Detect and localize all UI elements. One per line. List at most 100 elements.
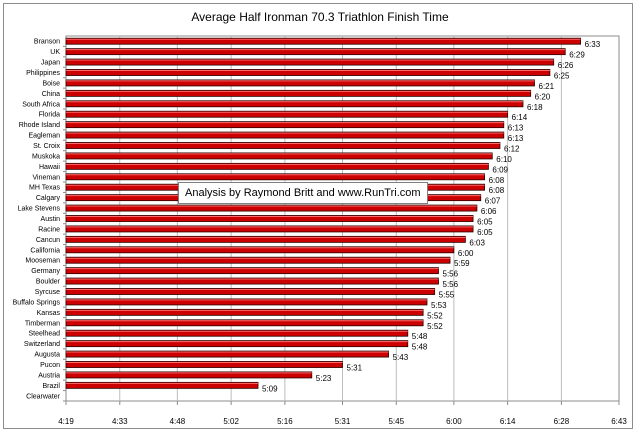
- bar: [65, 69, 551, 76]
- value-label: 5:56: [443, 270, 459, 279]
- category-label: Clearwater: [26, 393, 61, 400]
- value-label: 6:08: [489, 176, 505, 185]
- bar: [65, 288, 436, 295]
- category-label: South Africa: [22, 101, 60, 108]
- value-label: 6:00: [458, 249, 474, 258]
- bar: [65, 162, 489, 170]
- category-label: Hawaii: [39, 164, 60, 171]
- bar: [65, 235, 466, 243]
- category-label: St. Croix: [33, 143, 60, 150]
- value-label: 5:52: [427, 311, 443, 320]
- bar: [65, 142, 501, 149]
- bar: [65, 89, 532, 97]
- bar: [65, 329, 409, 337]
- value-label: 6:10: [496, 155, 512, 164]
- category-label: Switzerland: [24, 341, 60, 348]
- bar: [65, 350, 389, 358]
- value-label: 6:09: [492, 165, 508, 174]
- x-tick-label: 4:19: [58, 417, 74, 426]
- category-label: Japan: [41, 60, 60, 67]
- value-label: 6:29: [569, 51, 585, 60]
- category-label: Germany: [31, 268, 60, 275]
- value-label: 5:48: [412, 343, 428, 352]
- value-label: 5:59: [454, 259, 470, 268]
- bar: [65, 152, 493, 160]
- bar: [65, 100, 524, 108]
- category-label: MH Texas: [29, 185, 60, 192]
- bar: [65, 121, 505, 129]
- value-label: 6:05: [477, 218, 493, 227]
- value-label: 5:52: [427, 322, 443, 331]
- bar: [65, 381, 259, 389]
- value-label: 6:06: [481, 207, 497, 216]
- value-label: 6:33: [585, 40, 601, 49]
- bar: [65, 37, 581, 45]
- bar: [65, 361, 343, 368]
- category-label: Branson: [34, 39, 60, 46]
- value-label: 6:05: [477, 228, 493, 237]
- category-label: Muskoka: [32, 153, 60, 160]
- category-label: California: [30, 247, 60, 254]
- bar: [65, 110, 509, 118]
- x-tick-label: 4:33: [112, 417, 128, 426]
- bar: [65, 204, 478, 212]
- bar: [65, 308, 424, 316]
- value-label: 5:53: [431, 301, 447, 310]
- value-label: 6:21: [539, 82, 555, 91]
- value-label: 6:13: [508, 134, 524, 143]
- bar: [65, 48, 566, 56]
- bar: [65, 371, 313, 379]
- value-label: 6:20: [535, 92, 551, 101]
- category-label: Augusta: [34, 352, 60, 359]
- value-label: 5:48: [412, 332, 428, 341]
- x-tick-label: 5:16: [277, 417, 293, 426]
- category-label: Kansas: [37, 310, 61, 317]
- category-label: UK: [50, 49, 60, 56]
- bar: [65, 277, 439, 285]
- bar: [65, 58, 555, 66]
- bar: [65, 173, 485, 181]
- bar: [65, 246, 455, 254]
- x-tick-label: 6:14: [500, 417, 516, 426]
- category-label: Steelhead: [28, 331, 60, 338]
- bar: [65, 131, 505, 139]
- value-label: 6:25: [554, 72, 570, 81]
- value-label: 6:18: [527, 103, 543, 112]
- category-label: Mooseman: [25, 258, 60, 265]
- category-label: Austin: [41, 216, 61, 223]
- value-label: 6:26: [558, 61, 574, 70]
- bar: [65, 79, 535, 87]
- value-label: 5:56: [443, 280, 459, 289]
- value-label: 6:03: [469, 238, 485, 247]
- category-label: Boise: [42, 80, 60, 87]
- category-label: Timberman: [25, 320, 60, 327]
- value-label: 6:08: [489, 186, 505, 195]
- category-label: Lake Stevens: [18, 206, 61, 213]
- value-label: 6:07: [485, 197, 501, 206]
- bar: [65, 215, 474, 222]
- x-tick-label: 6:28: [554, 417, 570, 426]
- value-label: 5:31: [347, 364, 363, 373]
- x-tick-label: 5:31: [335, 417, 351, 426]
- category-label: Brazil: [42, 383, 60, 390]
- category-label: China: [42, 91, 60, 98]
- category-label: Boulder: [36, 279, 61, 286]
- value-label: 5:09: [262, 384, 278, 393]
- x-tick-label: 6:00: [446, 417, 462, 426]
- category-label: Buffalo Springs: [13, 299, 61, 306]
- annotation-box: Analysis by Raymond Britt and www.RunTri…: [178, 182, 428, 204]
- category-label: Florida: [39, 112, 61, 119]
- x-tick-label: 4:48: [170, 417, 186, 426]
- bar: [65, 298, 428, 306]
- value-label: 5:55: [439, 291, 455, 300]
- category-label: Calgary: [36, 195, 61, 202]
- category-label: Syrcuse: [35, 289, 60, 296]
- bar: [65, 319, 424, 327]
- x-tick-label: 5:02: [223, 417, 239, 426]
- category-label: Pucon: [40, 362, 60, 369]
- bar: [65, 267, 439, 275]
- value-label: 5:43: [393, 353, 409, 362]
- value-label: 6:12: [504, 145, 520, 154]
- bar: [65, 340, 409, 348]
